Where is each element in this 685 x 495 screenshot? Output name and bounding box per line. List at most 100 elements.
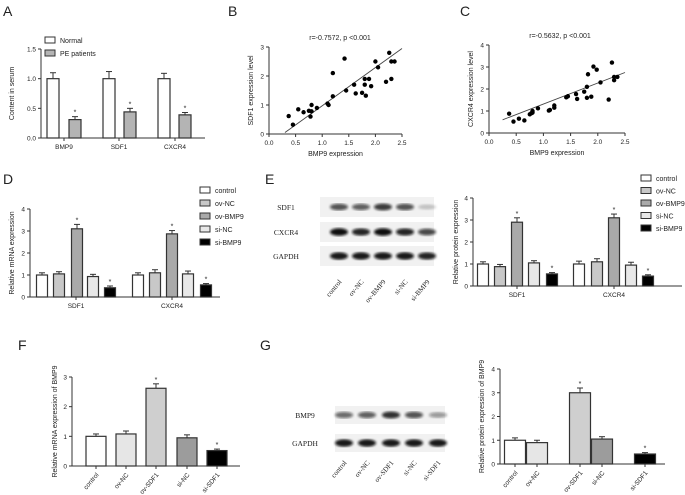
significance-star: *: [647, 268, 650, 275]
legend-label: ov-NC: [215, 201, 235, 208]
blot-band: [396, 203, 414, 211]
x-tick-label: ov-NC: [113, 472, 130, 491]
y-tick-label: 2: [491, 414, 495, 421]
bar-Normal-BMP9: [46, 78, 60, 139]
data-point: [296, 107, 301, 112]
data-point: [366, 76, 372, 82]
significance-star: *: [579, 381, 582, 388]
blot-band: [330, 252, 348, 260]
bar-ov-NC-CXCR4: [148, 272, 162, 298]
data-point: [535, 106, 541, 111]
x-tick-label: control: [83, 471, 101, 491]
blot-lane-label: si-BMP9: [409, 278, 432, 303]
bar-ov-BMP9-CXCR4: [607, 217, 621, 287]
data-point: [314, 105, 320, 111]
data-point: [511, 119, 516, 124]
blot-lane-label: ov-NC: [347, 278, 366, 298]
y-tick-label: 0.5: [27, 106, 36, 113]
blot-row-label: GAPDH: [273, 252, 299, 261]
data-point: [598, 80, 603, 85]
legend-label: ov-NC: [656, 189, 676, 196]
scatter-chart-C: 0.0 0.5 1.0 1.5 2.0 2.5 0 1 2 3 4 r=-0.5632, p <0.0…: [468, 33, 630, 157]
regression-line: [284, 48, 403, 133]
x-tick-label: 0.5: [512, 139, 521, 146]
data-point: [594, 67, 599, 72]
blot-band: [352, 252, 370, 260]
y-axis-label: Relative protein expression of BMP9: [479, 360, 486, 473]
bar-si-BMP9-CXCR4: [641, 275, 655, 287]
x-tick-label: BMP9: [55, 144, 73, 151]
western-blot-G: BMP9 GAPDH control ov-NC ov-SDF1 si-NC si-SDF1: [292, 406, 447, 484]
bar-ov-BMP9-SDF1: [510, 221, 524, 287]
panel-label: D: [3, 171, 13, 187]
data-point: [530, 110, 535, 115]
y-tick-label: 0: [63, 464, 67, 471]
bar-si-BMP9-SDF1: [545, 273, 559, 287]
y-tick-label: 2: [480, 87, 484, 94]
legend-swatch: [640, 212, 652, 219]
blot-band: [418, 228, 436, 236]
data-point: [389, 76, 394, 82]
y-axis-label: CXCR4 expression level: [468, 51, 475, 127]
legend-label: control: [215, 188, 236, 195]
data-point: [362, 82, 367, 87]
panel-label: A: [3, 3, 13, 19]
bar-PE patients-BMP9: [68, 119, 82, 139]
y-tick-label: 3: [21, 229, 25, 236]
bar-chart-D: 0 1 2 3 4 Relative mRNA expression * * SDF1 * * CXC…: [9, 186, 244, 310]
panel-label: B: [228, 3, 237, 19]
bar-BMP9-ov-SDF1: [145, 387, 167, 467]
data-point: [547, 107, 553, 113]
legend-swatch: [640, 187, 652, 194]
significance-star: *: [184, 105, 187, 112]
blot-band: [374, 228, 392, 236]
panel-label: E: [265, 171, 274, 187]
bar-control-CXCR4: [572, 263, 586, 287]
y-tick-label: 1.5: [27, 47, 36, 54]
blot-band: [418, 204, 436, 210]
y-tick-label: 0: [480, 131, 484, 138]
y-tick-label: 0: [491, 462, 495, 469]
blot-band: [429, 439, 447, 447]
data-point: [383, 79, 389, 85]
x-tick-label: si-SDF1: [201, 471, 222, 494]
y-axis-label: SDF1 expression level: [248, 55, 255, 125]
x-tick-label: SDF1: [68, 303, 85, 310]
regression-line: [502, 72, 626, 121]
blot-row-label: BMP9: [295, 411, 315, 420]
blot-band: [396, 228, 414, 236]
bar-ov-BMP9-CXCR4: [165, 233, 179, 298]
bar-si-NC-SDF1: [86, 275, 100, 298]
blot-band: [335, 411, 353, 419]
legend-swatch: [640, 174, 652, 182]
legend-swatch: [640, 224, 652, 232]
significance-star: *: [129, 101, 132, 108]
blot-band: [330, 228, 348, 236]
data-point: [522, 118, 527, 123]
y-tick-label: 0.0: [27, 136, 36, 143]
chart-title: r=-0.5632, p <0.001: [529, 33, 591, 40]
significance-star: *: [109, 279, 112, 286]
scatter-chart-B: 0.0 0.5 1.0 1.5 2.0 2.5 0 1 2 3 r=-0.7572, p <0.00…: [248, 35, 407, 158]
data-point: [387, 50, 392, 55]
bar-si-NC-CXCR4: [624, 264, 638, 287]
panel-label: C: [460, 3, 470, 19]
legend-label: si-NC: [656, 214, 674, 221]
blot-band: [429, 412, 447, 418]
blot-row-label: GAPDH: [292, 439, 318, 448]
legend-swatch: [44, 36, 56, 44]
blot-lane-label: si-NC: [402, 459, 419, 477]
data-point: [585, 72, 591, 77]
blot-band: [374, 252, 392, 260]
bar-control-CXCR4: [131, 274, 145, 298]
data-point: [373, 59, 378, 64]
data-point: [343, 88, 349, 93]
data-point: [359, 90, 365, 96]
chart-title: r=-0.7572, p <0.001: [309, 35, 371, 42]
bar-si-NC-SDF1: [527, 262, 541, 287]
y-tick-label: 2: [260, 74, 264, 81]
y-tick-label: 4: [464, 196, 468, 203]
data-point: [363, 93, 369, 98]
bar-chart-F: 0 1 2 3 Relative mRNA expression of BMP9 cont…: [52, 365, 240, 495]
